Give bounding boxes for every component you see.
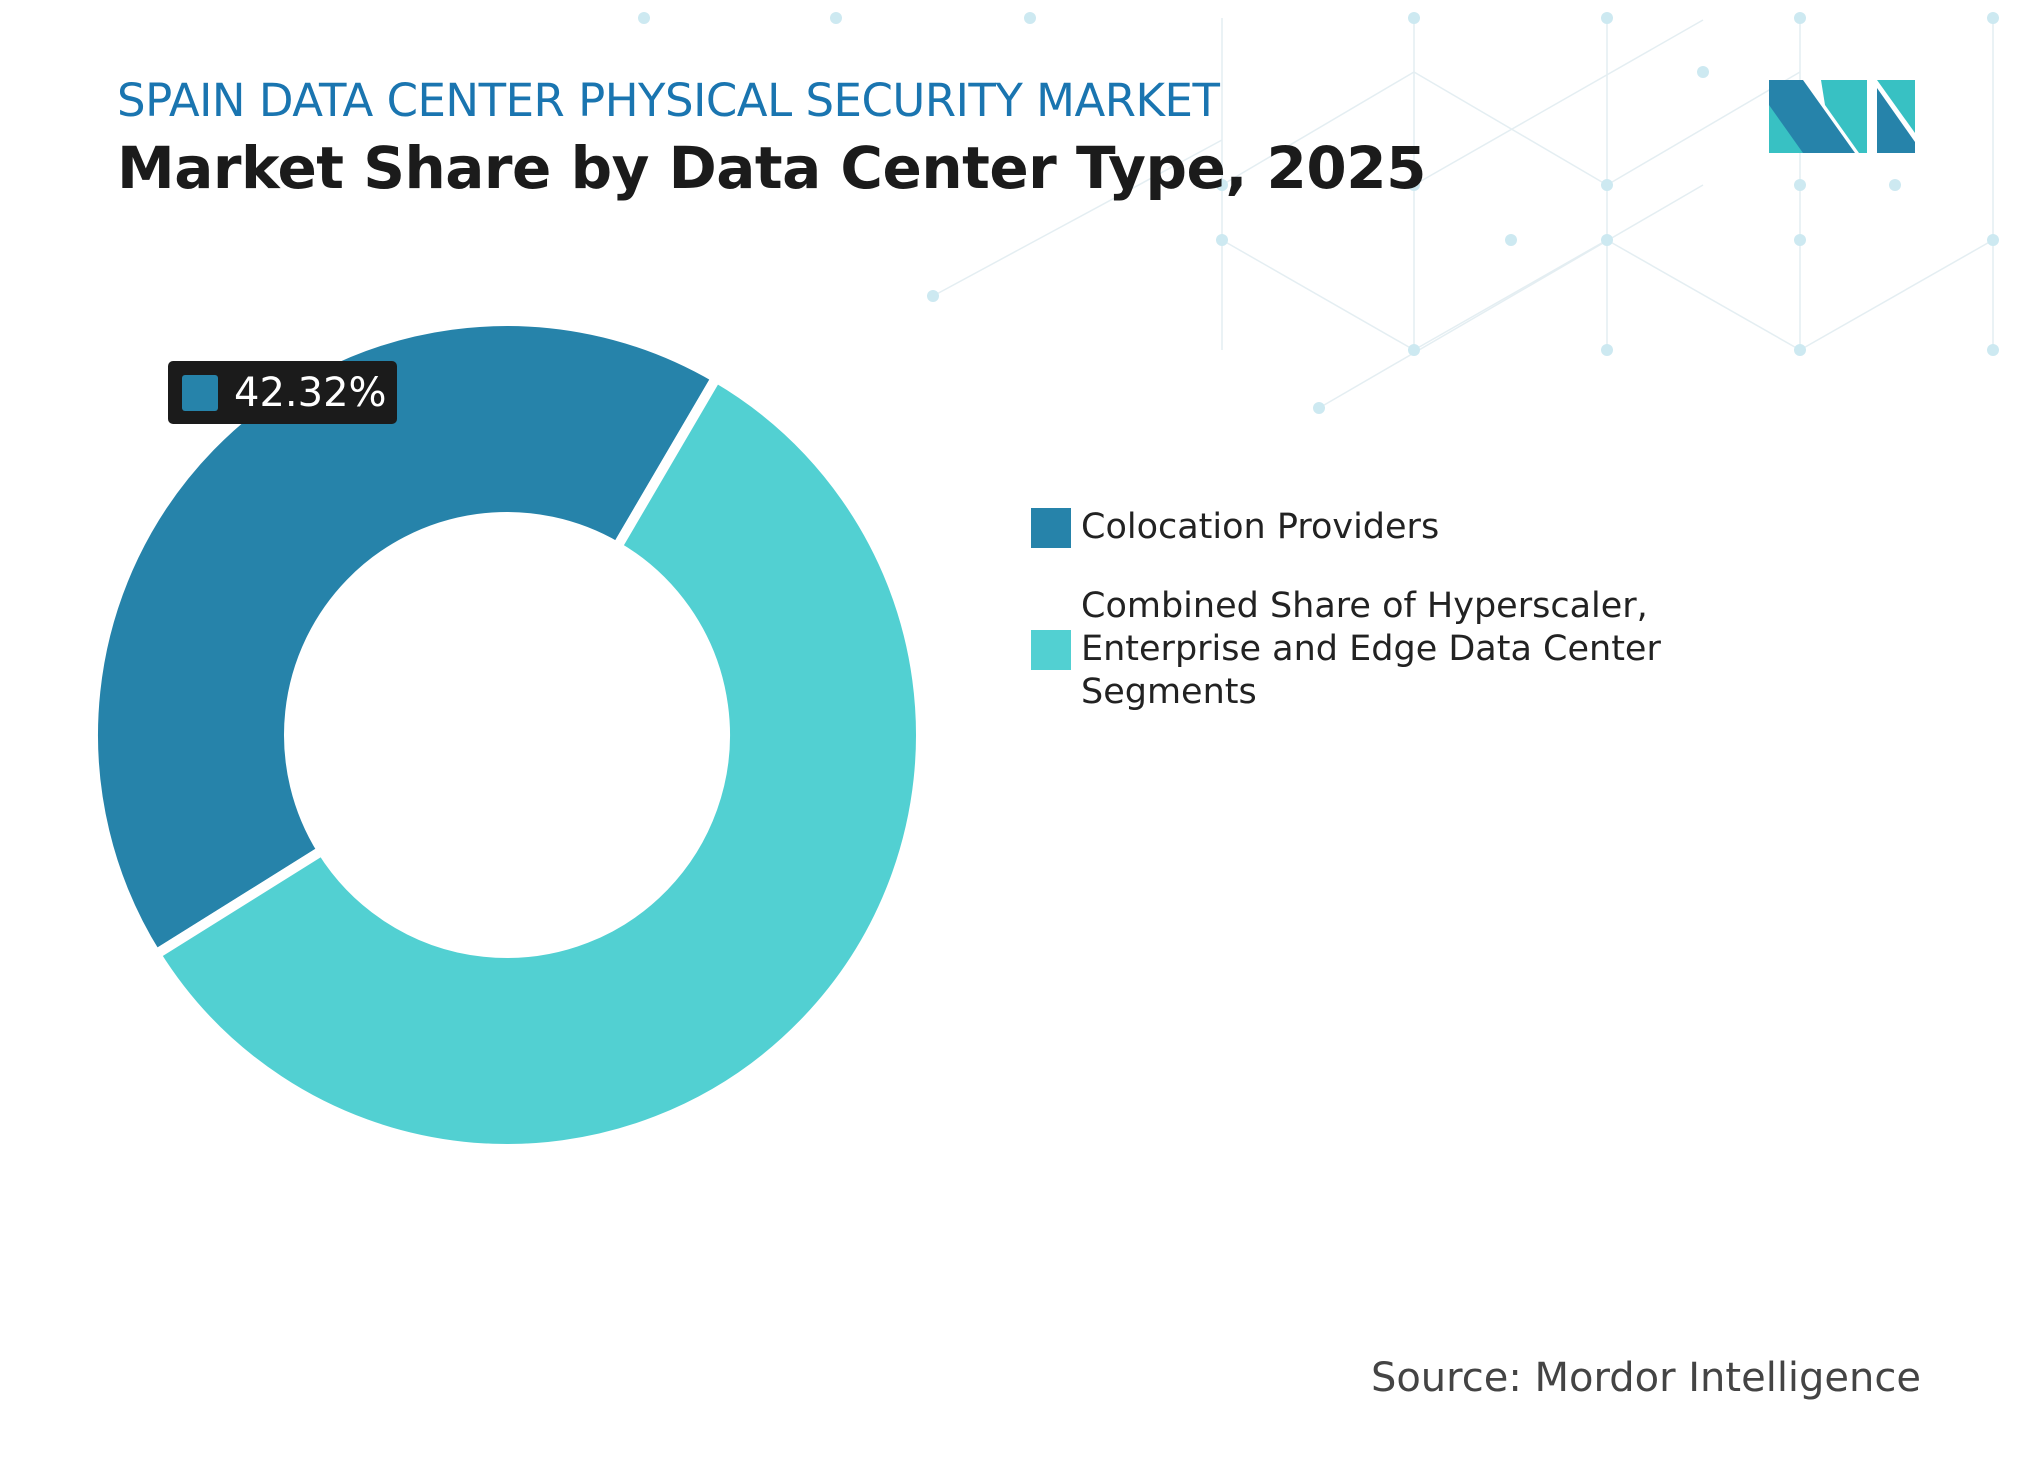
pattern-dot bbox=[1601, 179, 1613, 191]
pattern-line bbox=[1413, 71, 1608, 186]
pattern-dot bbox=[1794, 234, 1806, 246]
legend-label: Combined Share of Hyperscaler, Enterpris… bbox=[1081, 586, 1661, 712]
pattern-dot bbox=[1505, 234, 1517, 246]
donut-slice-0 bbox=[88, 316, 724, 962]
data-label-swatch bbox=[182, 374, 218, 411]
pattern-dot bbox=[830, 12, 842, 24]
pattern-line bbox=[1799, 239, 1994, 351]
pattern-dot bbox=[1408, 179, 1420, 191]
pattern-dot bbox=[1697, 66, 1709, 78]
pattern-dot bbox=[1601, 344, 1613, 356]
pattern-dot bbox=[1987, 344, 1999, 356]
legend-swatch bbox=[1031, 629, 1071, 670]
pattern-dot bbox=[1987, 12, 1999, 24]
pattern-dot bbox=[1408, 344, 1420, 356]
pattern-dot bbox=[1987, 234, 1999, 246]
pattern-dot bbox=[1794, 12, 1806, 24]
pattern-line bbox=[932, 139, 1223, 297]
source-note: Source: Mordor Intelligence bbox=[1370, 1355, 1921, 1401]
pattern-dot bbox=[1794, 179, 1806, 191]
mordor-logo-icon bbox=[1769, 80, 1915, 153]
pattern-line bbox=[1413, 19, 1704, 186]
pattern-line bbox=[1413, 239, 1608, 351]
pattern-line bbox=[1606, 71, 1801, 186]
data-label-colocation: 42.32% bbox=[168, 361, 397, 424]
pattern-dot bbox=[1889, 179, 1901, 191]
pattern-dot bbox=[638, 12, 650, 24]
pattern-dot bbox=[927, 290, 939, 302]
pattern-dot bbox=[1313, 402, 1325, 414]
data-label-value: 42.32% bbox=[234, 369, 387, 416]
pattern-line bbox=[1318, 184, 1704, 409]
legend-item-combined: Combined Share of Hyperscaler, Enterpris… bbox=[1031, 585, 1681, 714]
pattern-dot bbox=[1408, 12, 1420, 24]
legend-label: Colocation Providers bbox=[1081, 507, 1440, 547]
pattern-line bbox=[1221, 71, 1415, 186]
pattern-dot bbox=[1216, 179, 1228, 191]
legend-swatch bbox=[1031, 507, 1071, 548]
pattern-dot bbox=[1794, 344, 1806, 356]
legend-item-colocation: Colocation Providers bbox=[1031, 506, 1701, 549]
pattern-line bbox=[1221, 239, 1415, 351]
pattern-line bbox=[1606, 239, 1801, 351]
pattern-dot bbox=[1601, 234, 1613, 246]
pattern-dot bbox=[1216, 234, 1228, 246]
pattern-dot bbox=[1024, 12, 1036, 24]
chart-title: Market Share by Data Center Type, 2025 bbox=[117, 134, 1426, 202]
donut-slice-1 bbox=[149, 370, 926, 1154]
chart-kicker: SPAIN DATA CENTER PHYSICAL SECURITY MARK… bbox=[117, 74, 1220, 127]
pattern-dot bbox=[1601, 12, 1613, 24]
